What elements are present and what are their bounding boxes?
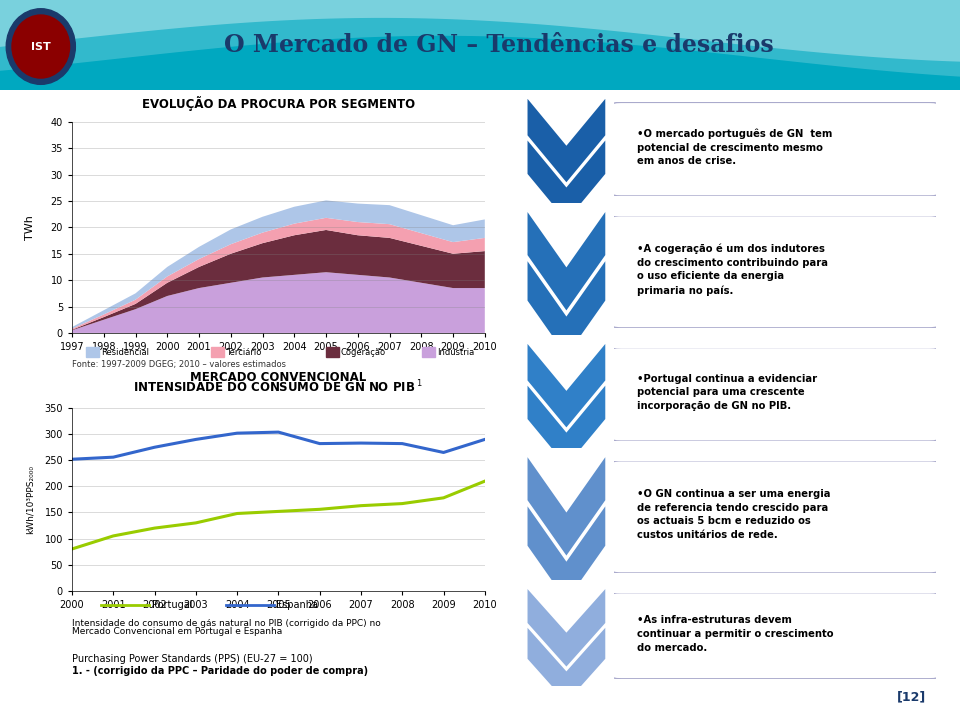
Text: Indústria: Indústria [437, 348, 474, 357]
Espanha [438, 448, 449, 457]
Text: MERCADO CONVENCIONAL: MERCADO CONVENCIONAL [190, 372, 367, 384]
Text: [12]: [12] [898, 690, 926, 703]
Portugal [231, 509, 243, 518]
Polygon shape [0, 0, 960, 77]
Circle shape [6, 9, 75, 84]
Text: Mercado Convencional em Portugal e Espanha: Mercado Convencional em Portugal e Espan… [72, 627, 282, 637]
FancyBboxPatch shape [612, 216, 939, 328]
Polygon shape [0, 0, 960, 62]
Portugal [479, 477, 491, 485]
Portugal [396, 499, 408, 508]
FancyBboxPatch shape [612, 593, 939, 679]
Portugal [438, 493, 449, 502]
FancyBboxPatch shape [612, 461, 939, 573]
Y-axis label: kWh/10³PPS₂₀₀₀: kWh/10³PPS₂₀₀₀ [26, 465, 35, 534]
Text: Terciário: Terciário [226, 348, 261, 357]
Text: INTENSIDADE DO CONSUMO DE GN NO PIB$^{\ 1}$: INTENSIDADE DO CONSUMO DE GN NO PIB$^{\ … [133, 379, 423, 395]
Text: •As infra-estruturas devem
continuar a permitir o crescimento
do mercado.: •As infra-estruturas devem continuar a p… [636, 615, 833, 652]
Text: •Portugal continua a evidenciar
potencial para uma crescente
incorporação de GN : •Portugal continua a evidenciar potencia… [636, 374, 817, 411]
FancyBboxPatch shape [612, 102, 939, 196]
Text: 1. - (corrigido da PPC – Paridade do poder de compra): 1. - (corrigido da PPC – Paridade do pod… [72, 667, 368, 677]
Espanha [479, 435, 491, 444]
Portugal [190, 518, 202, 527]
Polygon shape [528, 386, 605, 466]
Text: Portugal: Portugal [152, 600, 192, 610]
Text: Cogeração: Cogeração [341, 348, 386, 357]
Espanha [231, 429, 243, 437]
Polygon shape [528, 212, 605, 311]
Portugal [273, 507, 284, 516]
Text: Purchasing Power Standards (PPS) (EU-27 = 100): Purchasing Power Standards (PPS) (EU-27 … [72, 654, 313, 664]
Polygon shape [528, 506, 605, 601]
Text: Espanha: Espanha [276, 600, 319, 610]
Espanha [190, 435, 202, 444]
Espanha [273, 428, 284, 437]
Text: •O mercado português de GN  tem
potencial de crescimento mesmo
em anos de crise.: •O mercado português de GN tem potencial… [636, 128, 832, 166]
Portugal [314, 505, 325, 513]
Polygon shape [528, 140, 605, 221]
Espanha [149, 443, 160, 452]
Espanha [66, 455, 78, 463]
Polygon shape [528, 99, 605, 183]
Text: EVOLUÇÃO DA PROCURA POR SEGMENTO: EVOLUÇÃO DA PROCURA POR SEGMENTO [142, 96, 415, 111]
Portugal [108, 531, 119, 540]
Text: Intensidade do consumo de gás natural no PIB (corrigido da PPC) no: Intensidade do consumo de gás natural no… [72, 619, 381, 628]
Text: Residencial: Residencial [101, 348, 149, 357]
Polygon shape [528, 261, 605, 356]
Portugal [355, 501, 367, 510]
Polygon shape [528, 589, 605, 667]
Y-axis label: TWh: TWh [25, 215, 35, 240]
Text: IST: IST [31, 42, 51, 52]
Espanha [355, 439, 367, 448]
Portugal [149, 524, 160, 533]
Line: Portugal: Portugal [72, 481, 485, 549]
Line: Espanha: Espanha [72, 432, 485, 459]
Text: Fonte: 1997-2009 DGEG; 2010 – valores estimados: Fonte: 1997-2009 DGEG; 2010 – valores es… [72, 359, 286, 369]
Polygon shape [528, 628, 605, 702]
Portugal [66, 545, 78, 553]
Polygon shape [528, 458, 605, 556]
Espanha [314, 440, 325, 448]
Espanha [396, 440, 408, 448]
Espanha [108, 453, 119, 461]
FancyBboxPatch shape [612, 347, 939, 441]
Polygon shape [528, 344, 605, 427]
Polygon shape [0, 0, 960, 90]
Text: •A cogeração é um dos indutores
do crescimento contribuindo para
o uso eficiente: •A cogeração é um dos indutores do cresc… [636, 243, 828, 296]
Text: •O GN continua a ser uma energia
de referencia tendo crescido para
os actuais 5 : •O GN continua a ser uma energia de refe… [636, 489, 830, 540]
Circle shape [12, 15, 69, 78]
Text: O Mercado de GN – Tendências e desafios: O Mercado de GN – Tendências e desafios [225, 33, 774, 57]
